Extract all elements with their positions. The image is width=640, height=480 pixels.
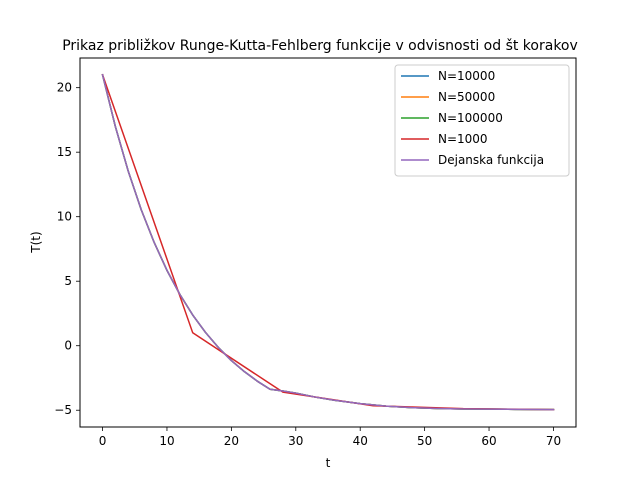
x-tick-label: 50 <box>417 434 432 448</box>
y-tick-label: 10 <box>57 210 72 224</box>
y-tick-label: 5 <box>64 274 72 288</box>
x-tick-label: 0 <box>99 434 107 448</box>
series-line-4 <box>101 73 555 411</box>
series-layer <box>101 73 555 411</box>
x-tick-label: 60 <box>481 434 496 448</box>
legend-label-4: Dejanska funkcija <box>438 153 544 167</box>
y-axis-label: T(t) <box>29 231 43 253</box>
legend-label-1: N=50000 <box>438 90 495 104</box>
x-axis-ticks: 0 10 20 30 40 50 60 70 <box>99 427 561 448</box>
chart-title: Prikaz približkov Runge-Kutta-Fehlberg f… <box>62 38 578 54</box>
y-axis-ticks: −5 0 5 10 15 20 <box>54 81 80 417</box>
x-tick-label: 70 <box>546 434 561 448</box>
legend-label-0: N=10000 <box>438 69 495 83</box>
x-tick-label: 40 <box>353 434 368 448</box>
x-axis-label: t <box>326 456 331 470</box>
x-tick-label: 20 <box>224 434 239 448</box>
legend-label-3: N=1000 <box>438 132 488 146</box>
axes-frame <box>79 57 577 428</box>
x-tick-label: 10 <box>159 434 174 448</box>
legend: N=10000 N=50000 N=100000 N=1000 Dejanska fun… <box>394 64 570 177</box>
legend-label-2: N=100000 <box>438 111 503 125</box>
legend-items: N=10000 N=50000 N=100000 N=1000 Dejanska fun… <box>401 69 544 167</box>
y-tick-label: −5 <box>54 403 72 417</box>
y-tick-label: 20 <box>57 81 72 95</box>
y-tick-label: 0 <box>64 339 72 353</box>
legend-box <box>394 64 570 177</box>
x-tick-label: 30 <box>288 434 303 448</box>
y-tick-label: 15 <box>57 145 72 159</box>
plot-area <box>79 57 577 428</box>
